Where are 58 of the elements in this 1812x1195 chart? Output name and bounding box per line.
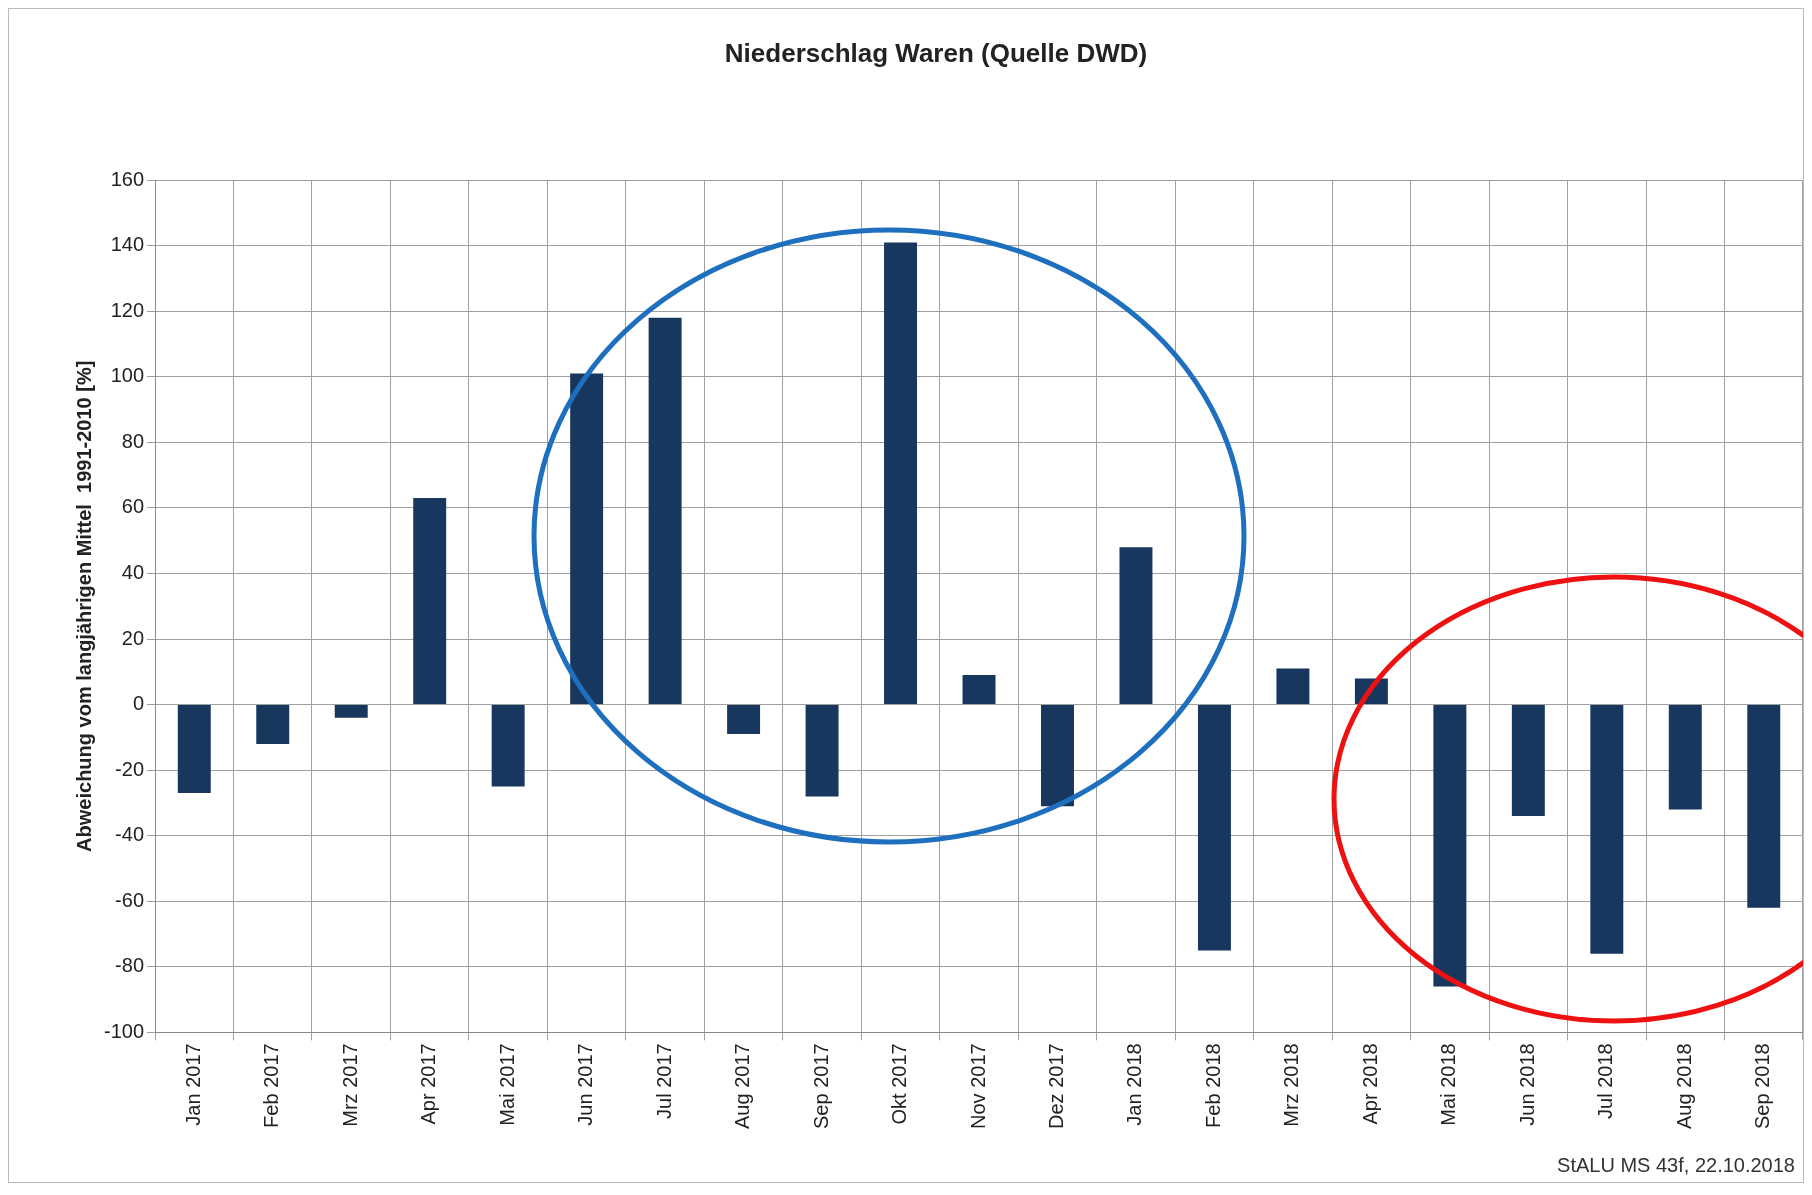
bar	[1197, 705, 1231, 951]
y-tick-label: 100	[110, 364, 145, 387]
y-tick-label: -40	[115, 823, 145, 846]
x-tick-label: Dez 2017	[1045, 1043, 1068, 1129]
x-tick-label: Aug 2017	[731, 1043, 754, 1130]
y-tick-label: -100	[104, 1019, 145, 1042]
x-tick-label: Okt 2017	[888, 1043, 911, 1125]
bar	[962, 675, 996, 705]
y-tick-label: 20	[121, 626, 145, 649]
bar	[1590, 705, 1624, 954]
x-tick-label: Mrz 2018	[1280, 1043, 1303, 1127]
x-tick-label: Nov 2017	[966, 1043, 989, 1129]
x-tick-label: Apr 2018	[1358, 1043, 1381, 1125]
y-tick-label: 160	[110, 167, 145, 190]
x-tick-label: Jan 2018	[1123, 1043, 1146, 1126]
x-tick-label: Jul 2017	[652, 1043, 675, 1119]
bar	[570, 373, 604, 705]
bar	[884, 242, 918, 705]
x-tick-label: Feb 2018	[1201, 1043, 1224, 1128]
x-tick-label: Mrz 2017	[338, 1043, 361, 1127]
bar	[1747, 705, 1781, 908]
y-axis-title: Abweichung vom langjährigen Mittel 1991-2010 [%]	[72, 360, 95, 852]
bar	[256, 705, 290, 744]
bar	[1511, 705, 1545, 817]
x-tick-label: Aug 2018	[1672, 1043, 1695, 1130]
bar	[727, 705, 761, 735]
x-tick-label: Sep 2017	[809, 1043, 832, 1130]
bar	[1433, 705, 1467, 987]
bar	[334, 705, 368, 718]
y-tick-label: -20	[115, 757, 145, 780]
y-tick-label: -80	[115, 954, 145, 977]
y-tick-label: 0	[132, 692, 145, 715]
y-tick-label: -60	[115, 888, 145, 911]
y-tick-label: 60	[121, 495, 145, 518]
x-tick-label: Jul 2018	[1594, 1043, 1617, 1119]
x-tick-label: Apr 2017	[417, 1043, 440, 1125]
x-tick-label: Feb 2017	[260, 1043, 283, 1128]
y-tick-label: 40	[121, 561, 145, 584]
y-tick-label: 80	[121, 429, 145, 452]
bar	[1276, 668, 1310, 705]
bar	[491, 705, 525, 787]
x-tick-label: Jan 2017	[181, 1043, 204, 1126]
bar	[413, 498, 447, 705]
bar	[1119, 547, 1153, 705]
bar	[177, 705, 211, 794]
x-tick-label: Sep 2018	[1751, 1043, 1774, 1130]
bar	[1041, 705, 1074, 807]
x-tick-label: Jun 2018	[1515, 1043, 1538, 1126]
text: StALU MS 43f, 22.10.2018	[1557, 1154, 1795, 1176]
chart-title: Niederschlag Waren (Quelle DWD)	[724, 37, 1148, 68]
bar	[805, 705, 839, 797]
x-tick-label: Mai 2017	[495, 1043, 518, 1126]
y-tick-label: 140	[110, 233, 145, 256]
bar	[1668, 705, 1702, 810]
x-tick-label: Jun 2017	[574, 1043, 597, 1126]
x-tick-label: Mai 2018	[1437, 1043, 1460, 1126]
y-tick-label: 120	[110, 298, 145, 321]
bar	[648, 317, 682, 705]
